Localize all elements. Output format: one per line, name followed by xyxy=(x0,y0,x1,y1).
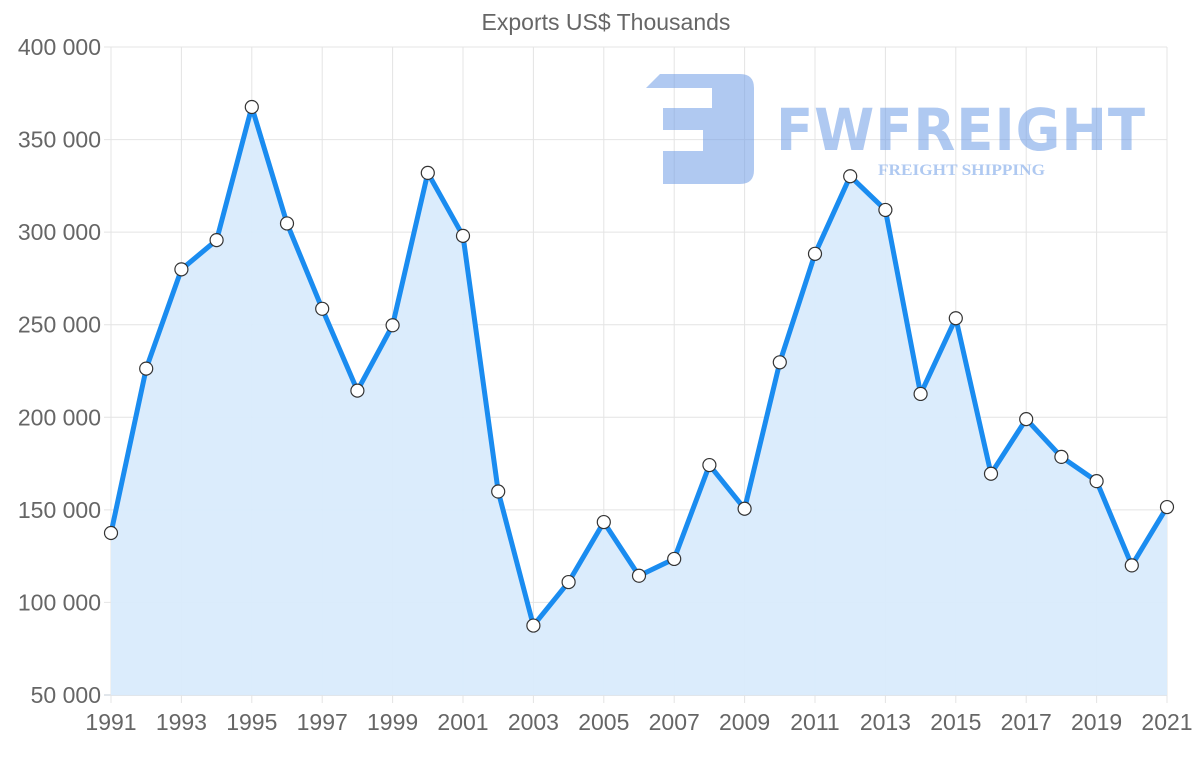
x-tick-label: 2019 xyxy=(1071,709,1122,735)
data-point-2018[interactable] xyxy=(1054,449,1069,465)
x-tick-label: 1991 xyxy=(85,709,136,735)
x-tick-label: 2003 xyxy=(508,709,559,735)
brand-name: FWFREIGHT xyxy=(776,96,1146,164)
y-tick-label: 200 000 xyxy=(18,404,101,430)
brand-watermark: FWFREIGHT FREIGHT SHIPPING xyxy=(646,74,1146,184)
x-tick-label: 2015 xyxy=(930,709,981,735)
area-fill xyxy=(111,107,1167,695)
y-tick-label: 300 000 xyxy=(18,219,101,245)
x-tick-label: 2013 xyxy=(860,709,911,735)
data-point-2015[interactable] xyxy=(948,311,963,326)
y-tick-label: 150 000 xyxy=(18,497,101,523)
data-point-1994[interactable] xyxy=(209,233,224,248)
data-point-2005[interactable] xyxy=(596,514,611,530)
data-point-1992[interactable] xyxy=(139,361,154,376)
x-tick-label: 2011 xyxy=(790,709,839,735)
x-tick-label: 2001 xyxy=(437,709,488,735)
data-point-2003[interactable] xyxy=(526,618,541,633)
x-tick-label: 1999 xyxy=(367,709,418,735)
data-point-2014[interactable] xyxy=(913,386,928,402)
data-point-2013[interactable] xyxy=(878,202,893,218)
fw-logo-mark-icon xyxy=(646,74,754,184)
x-tick-label: 2005 xyxy=(578,709,629,735)
data-point-2020[interactable] xyxy=(1124,558,1139,573)
chart-title: Exports US$ Thousands xyxy=(482,9,731,35)
data-point-2017[interactable] xyxy=(1019,412,1034,427)
y-tick-label: 350 000 xyxy=(18,127,101,153)
x-tick-label: 1997 xyxy=(297,709,348,735)
y-tick-label: 100 000 xyxy=(18,589,101,615)
x-tick-label: 2007 xyxy=(649,709,700,735)
x-tick-label: 1993 xyxy=(156,709,207,735)
data-point-1991[interactable] xyxy=(103,525,119,541)
data-point-1997[interactable] xyxy=(315,301,330,316)
y-tick-label: 400 000 xyxy=(18,34,101,60)
data-point-1999[interactable] xyxy=(385,318,400,333)
area-series xyxy=(111,107,1167,695)
y-axis: 400 000 350 000 300 000 250 000 200 000 150 0… xyxy=(18,34,101,708)
data-point-2011[interactable] xyxy=(807,246,823,261)
data-point-1995[interactable] xyxy=(244,99,259,115)
data-point-1996[interactable] xyxy=(279,216,295,231)
x-tick-label: 2021 xyxy=(1141,709,1192,735)
x-tick-label: 2017 xyxy=(1001,709,1052,735)
data-point-2000[interactable] xyxy=(420,165,435,180)
y-tick-label: 250 000 xyxy=(18,312,101,338)
data-point-2006[interactable] xyxy=(631,568,647,583)
data-point-2010[interactable] xyxy=(772,355,787,370)
data-point-2009[interactable] xyxy=(737,501,752,516)
data-point-2016[interactable] xyxy=(983,466,999,481)
data-point-2001[interactable] xyxy=(455,228,471,243)
data-point-2019[interactable] xyxy=(1089,474,1104,489)
y-tick-label: 50 000 xyxy=(31,682,101,708)
data-point-2021[interactable] xyxy=(1159,499,1175,515)
data-point-1993[interactable] xyxy=(174,262,189,277)
brand-tagline: FREIGHT SHIPPING xyxy=(878,162,1046,179)
data-points xyxy=(103,99,1175,633)
data-point-2007[interactable] xyxy=(667,551,682,567)
x-tick-label: 2009 xyxy=(719,709,770,735)
data-point-2002[interactable] xyxy=(491,484,506,499)
data-point-2004[interactable] xyxy=(561,574,576,590)
data-point-2008[interactable] xyxy=(702,457,717,473)
x-tick-label: 1995 xyxy=(226,709,277,735)
data-point-1998[interactable] xyxy=(350,383,365,398)
x-axis: 1991 1993 1995 1997 1999 2001 2003 2005 2007 2009… xyxy=(85,709,1192,735)
data-point-2012[interactable] xyxy=(843,169,858,184)
